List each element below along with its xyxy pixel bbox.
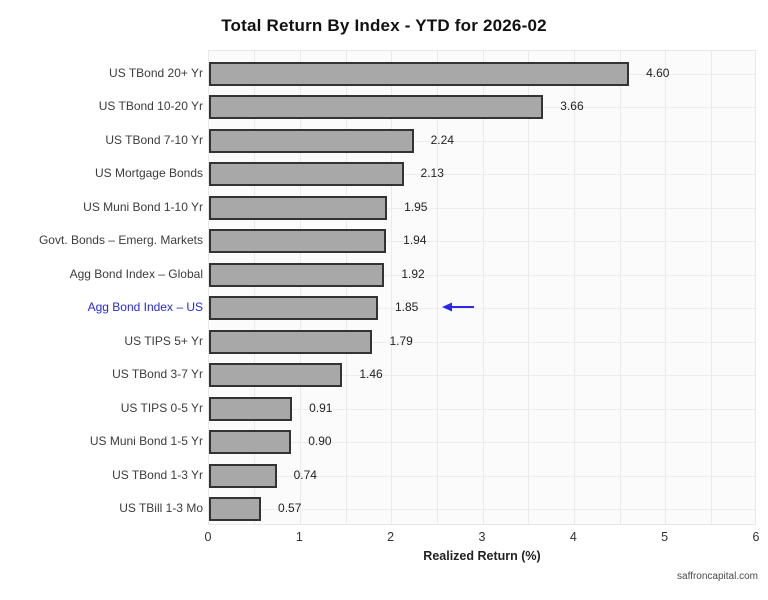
vertical-gridline [299,51,301,524]
category-label-highlighted: Agg Bond Index – US [87,300,203,315]
horizontal-gridline [209,174,755,176]
horizontal-gridline [209,508,755,510]
category-label: Govt. Bonds – Emerg. Markets [38,233,203,248]
vertical-gridline [528,51,530,524]
bar [209,262,385,287]
category-label: Agg Bond Index – Global [69,266,203,281]
bar [209,329,373,354]
bar [209,430,292,455]
category-label: US Muni Bond 1-10 Yr [83,199,203,214]
x-tick-label: 3 [478,530,486,544]
value-label: 1.92 [401,266,425,281]
value-label: 1.94 [403,233,427,248]
category-label: US TBond 1-3 Yr [112,467,203,482]
horizontal-gridline [209,341,755,343]
value-label: 1.85 [394,300,419,315]
x-tick-label: 4 [569,530,577,544]
value-label: 3.66 [560,99,584,114]
bar [209,195,388,220]
watermark-text: saffroncapital.com [677,571,758,582]
category-label: US TBond 10-20 Yr [98,99,203,114]
value-label: 4.60 [646,66,670,80]
vertical-gridline [665,51,667,524]
horizontal-gridline [209,408,755,410]
value-label: 0.91 [309,400,333,415]
vertical-gridline [710,51,712,524]
bar [209,296,378,321]
horizontal-gridline [209,442,755,444]
category-label: US TBond 20+ Yr [109,66,203,80]
category-label: US TIPS 5+ Yr [124,333,203,348]
value-label: 1.46 [359,367,383,382]
horizontal-gridline [209,140,755,142]
vertical-gridline [573,51,575,524]
vertical-gridline [482,51,484,524]
x-tick-label: 2 [387,530,395,544]
category-label: US TBond 3-7 Yr [112,367,203,382]
x-axis-title: Realized Return (%) [423,549,541,563]
category-label: US Muni Bond 1-5 Yr [89,434,203,449]
chart-title: Total Return By Index - YTD for 2026-02 [221,16,547,35]
category-label: US Mortgage Bonds [94,166,203,181]
horizontal-gridline [209,241,755,243]
bar [209,396,293,421]
vertical-gridline [254,51,256,524]
category-label: US TBill 1-3 Mo [119,500,203,515]
horizontal-gridline [209,375,755,377]
category-label: US TIPS 0-5 Yr [120,400,203,415]
bar [209,229,387,254]
bar [209,363,343,388]
horizontal-gridline [209,274,755,276]
category-label: US TBond 7-10 Yr [105,132,203,147]
bar [209,95,544,120]
x-tick-label: 6 [752,530,760,544]
x-tick-label: 1 [295,530,303,544]
bar [209,162,404,187]
bar [209,128,414,153]
value-label: 2.24 [430,132,454,147]
value-label: 1.95 [404,199,428,214]
plot-area [208,50,756,525]
bar [209,496,262,521]
horizontal-gridline [209,207,755,209]
bar [209,62,630,86]
value-label: 0.90 [308,434,332,449]
vertical-gridline [345,51,347,524]
bar [209,463,277,488]
x-tick-label: 0 [204,530,212,544]
x-tick-label: 5 [661,530,669,544]
highlight-arrow-icon [441,300,475,312]
vertical-gridline [436,51,438,524]
vertical-gridline [391,51,393,524]
value-label: 1.79 [389,333,413,348]
value-label: 2.13 [420,166,444,181]
value-label: 0.74 [293,467,317,482]
vertical-gridline [619,51,621,524]
horizontal-gridline [209,475,755,477]
value-label: 0.57 [278,500,302,515]
horizontal-gridline [209,308,755,310]
